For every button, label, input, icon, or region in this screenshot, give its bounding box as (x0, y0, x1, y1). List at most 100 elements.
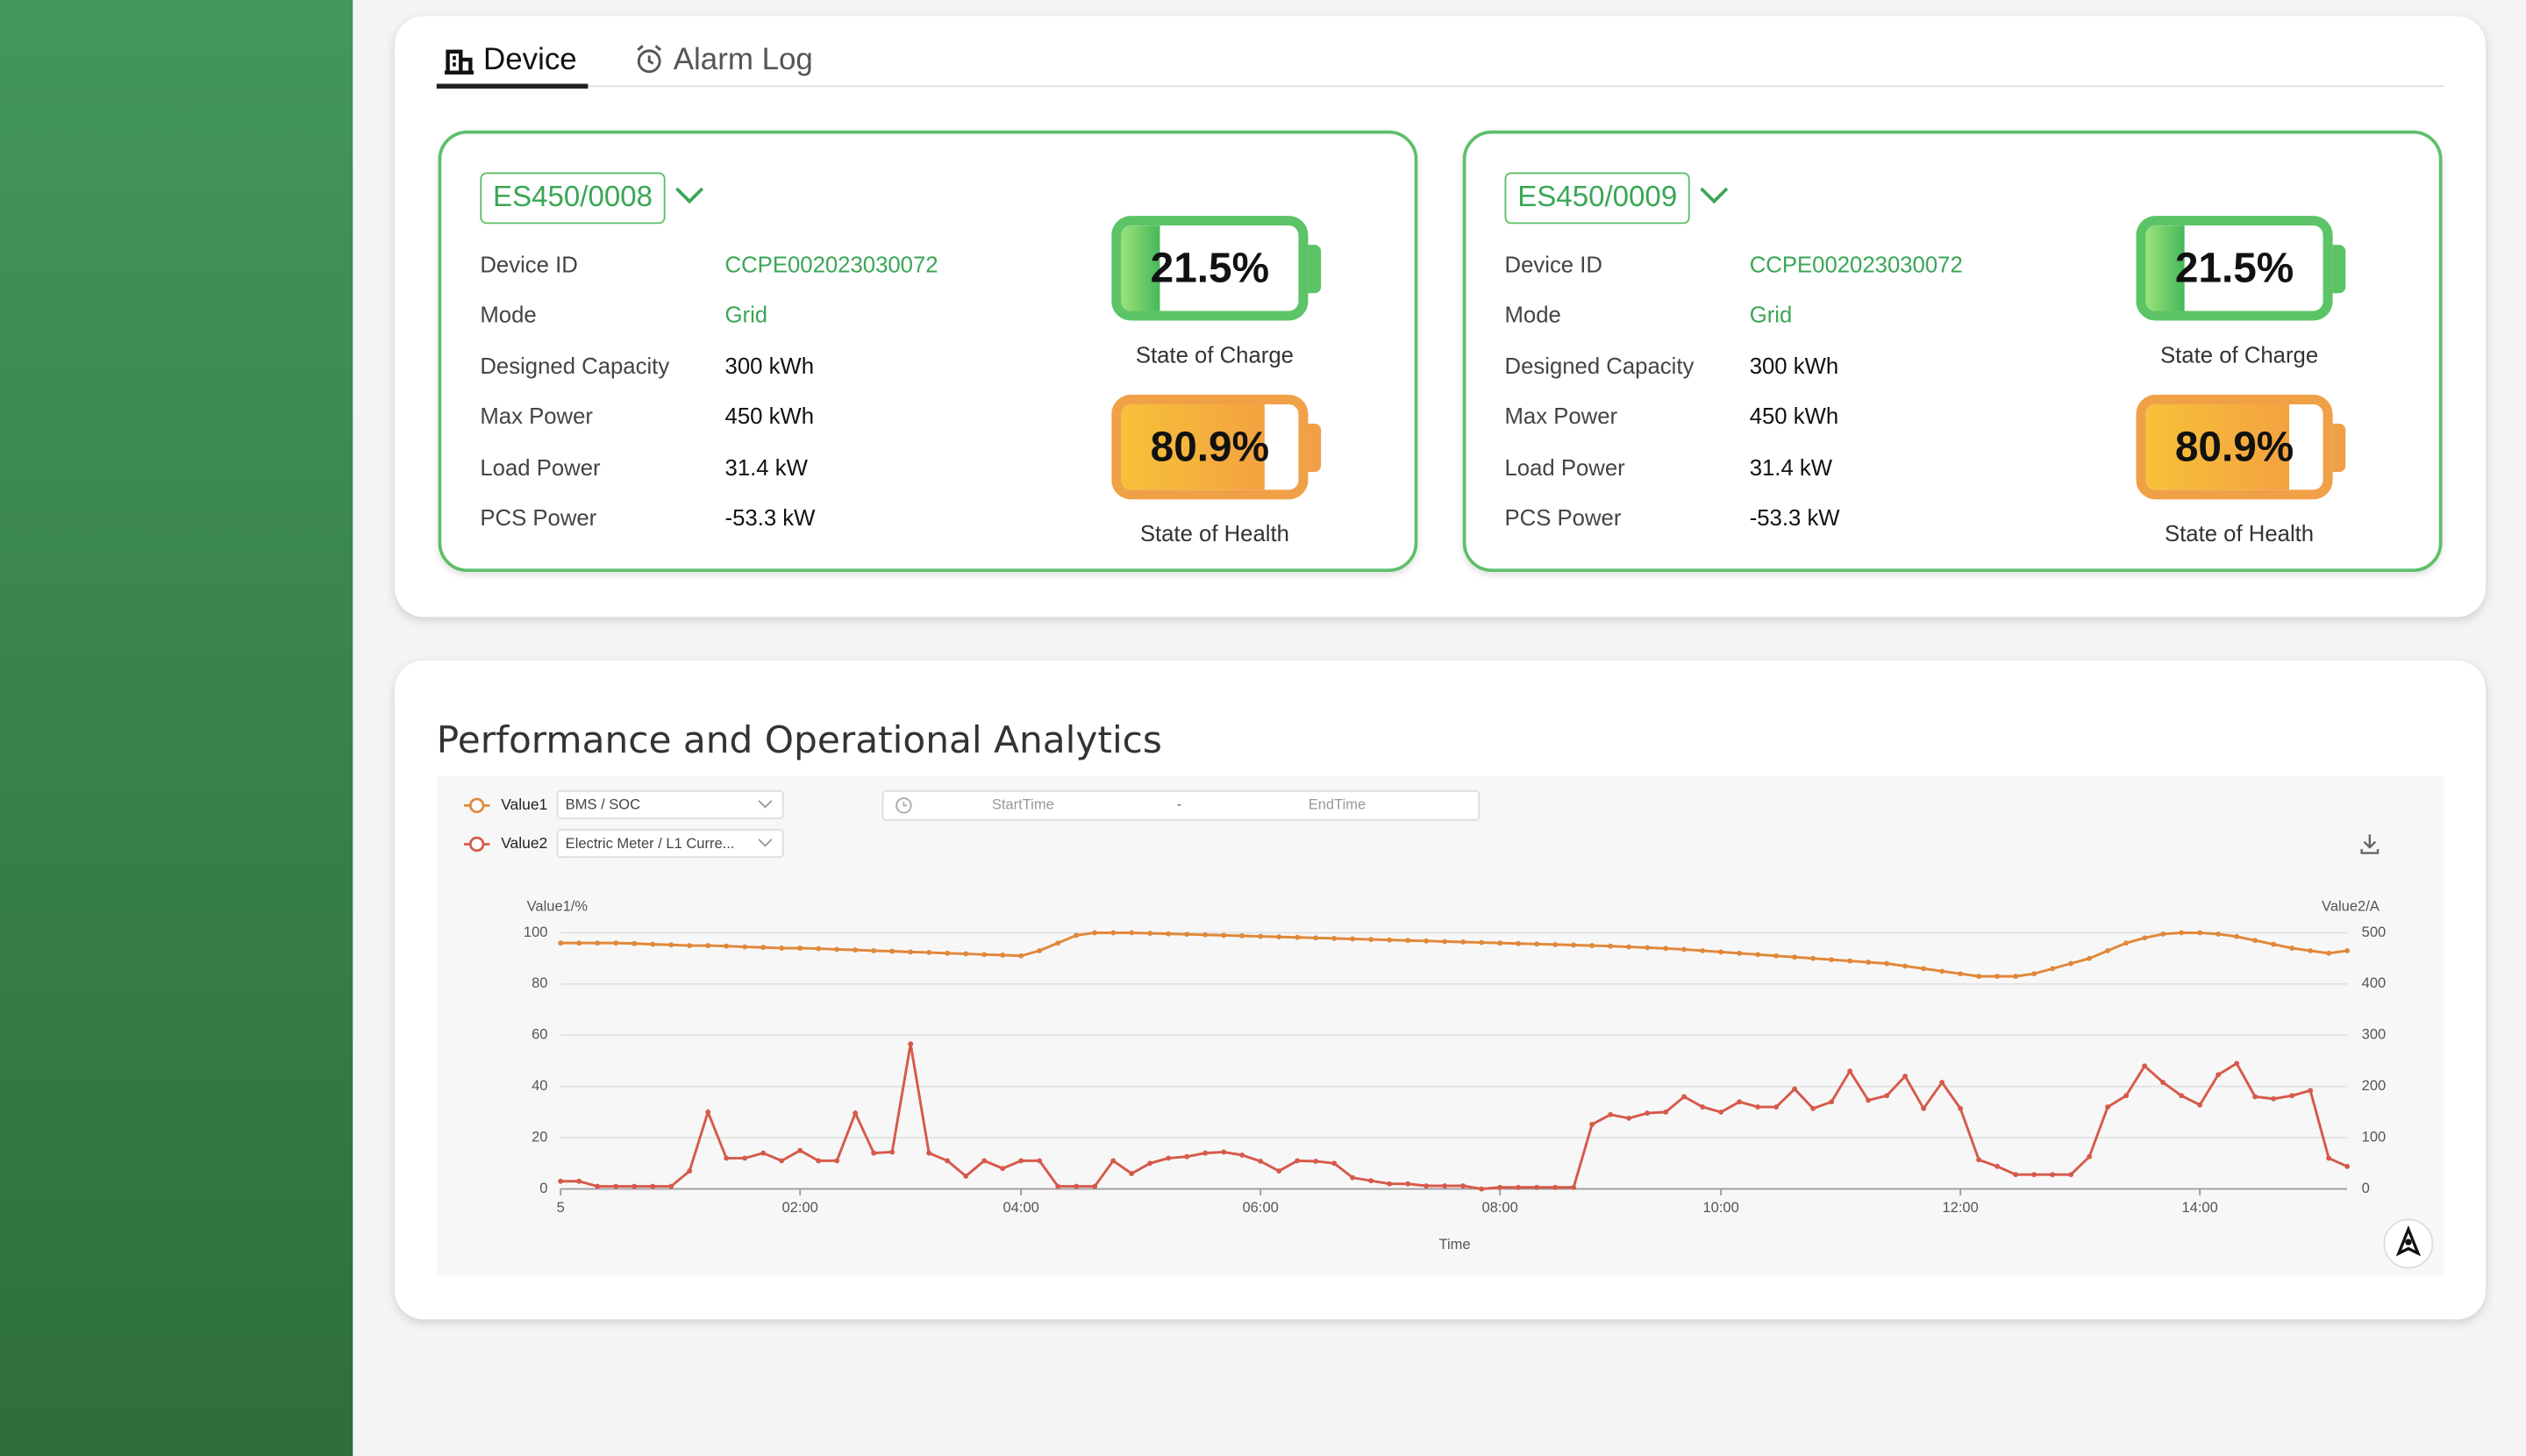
field-label: Designed Capacity (1504, 353, 1695, 379)
field-label: Mode (480, 301, 537, 327)
data-point (797, 1147, 803, 1153)
field-label: PCS Power (1504, 503, 1622, 531)
data-point (1884, 960, 1890, 967)
data-point (668, 1183, 674, 1189)
battery-level (1121, 404, 1265, 490)
data-point (1976, 1157, 1982, 1163)
data-point (1442, 939, 1448, 945)
data-point (1921, 966, 1927, 972)
battery-label: 21.5% (1150, 243, 1270, 292)
data-point (2013, 1172, 2019, 1178)
data-point (981, 1158, 988, 1164)
device-selector[interactable]: ES450/0009 (1504, 172, 1690, 225)
data-point (779, 946, 785, 951)
data-point (742, 1155, 748, 1161)
data-point (2123, 940, 2130, 946)
data-point (1000, 952, 1006, 958)
data-point (1239, 1153, 1245, 1158)
download-icon[interactable] (2360, 834, 2380, 854)
data-point (1884, 1093, 1890, 1099)
data-point (1534, 1184, 1540, 1190)
battery-caption: State of Health (2164, 520, 2315, 546)
y-tick-label: 0 (539, 1180, 547, 1196)
data-point (1313, 1159, 1319, 1164)
data-point (613, 940, 619, 946)
data-point (2252, 1094, 2258, 1100)
dropdown-chevron[interactable] (1698, 183, 1730, 206)
data-point (1166, 1155, 1172, 1161)
data-point (2068, 1172, 2074, 1178)
device-selector[interactable]: ES450/0008 (480, 172, 666, 225)
data-point (760, 945, 767, 951)
y-tick-label: 100 (524, 924, 548, 940)
field-label: Mode (1504, 301, 1561, 327)
data-point (1994, 1163, 2001, 1169)
tab[interactable]: Alarm Log (673, 43, 813, 78)
y2-tick-label: 500 (2362, 924, 2387, 940)
data-point (1313, 935, 1319, 941)
tab[interactable]: Device (483, 43, 577, 78)
time-range-box[interactable] (881, 789, 1481, 821)
data-point (1663, 946, 1669, 952)
data-point (1700, 947, 1706, 953)
data-point (945, 950, 951, 956)
data-point (1755, 952, 1761, 958)
data-point (668, 942, 674, 948)
data-point (1681, 1094, 1688, 1100)
data-point (760, 1150, 767, 1156)
selector-box[interactable] (556, 829, 784, 859)
selector-box[interactable] (556, 789, 784, 819)
data-point (1018, 953, 1024, 959)
series-line (560, 931, 2348, 978)
data-point (687, 1168, 693, 1174)
data-point (963, 951, 969, 957)
data-point (834, 1158, 840, 1164)
data-point (1866, 960, 1872, 965)
data-point (816, 1158, 822, 1164)
data-point (1055, 1183, 1061, 1189)
y-tick-label: 20 (532, 1128, 547, 1145)
data-point (1921, 1105, 1927, 1111)
data-point (2031, 971, 2037, 977)
data-point (1571, 942, 1577, 948)
data-point (1608, 943, 1614, 949)
data-point (1221, 932, 1227, 939)
device-card (1462, 130, 2443, 573)
end-time[interactable]: EndTime (1309, 796, 1366, 813)
start-time[interactable]: StartTime (992, 796, 1054, 813)
y2-tick-label: 100 (2362, 1128, 2387, 1145)
data-point (1000, 1166, 1006, 1172)
data-point (1258, 1159, 1264, 1164)
x-tick-label: 04:00 (1003, 1199, 1038, 1216)
data-point (1958, 1105, 1964, 1111)
y2-axis-label: Value2/A (2322, 897, 2380, 914)
data-point (1810, 955, 1816, 961)
data-point (650, 941, 656, 947)
data-point (1368, 937, 1374, 943)
data-point (595, 940, 601, 946)
data-point (1976, 974, 1982, 980)
data-point (1331, 935, 1338, 941)
battery-label: 80.9% (1150, 422, 1270, 471)
data-point (742, 944, 748, 950)
floating-button[interactable] (2383, 1218, 2434, 1269)
data-point (2087, 955, 2093, 961)
data-point (2031, 1172, 2037, 1178)
data-point (2197, 930, 2203, 936)
battery-level (2145, 404, 2289, 490)
data-point (1092, 1183, 1098, 1189)
field-label: Max Power (480, 403, 593, 429)
data-point (1534, 941, 1540, 947)
battery: 80.9% (2136, 395, 2333, 500)
field-label: Device ID (1504, 251, 1602, 277)
dropdown-chevron[interactable] (674, 183, 706, 206)
field-label: Designed Capacity (480, 353, 670, 379)
field-value: Grid (724, 301, 768, 327)
series-line (560, 1043, 2348, 1190)
data-point (1387, 1181, 1393, 1187)
data-point (1737, 950, 1743, 956)
field-value: -53.3 kW (1749, 503, 1840, 531)
field-value: 450 kWh (1749, 403, 1839, 429)
battery-level (2145, 225, 2184, 311)
